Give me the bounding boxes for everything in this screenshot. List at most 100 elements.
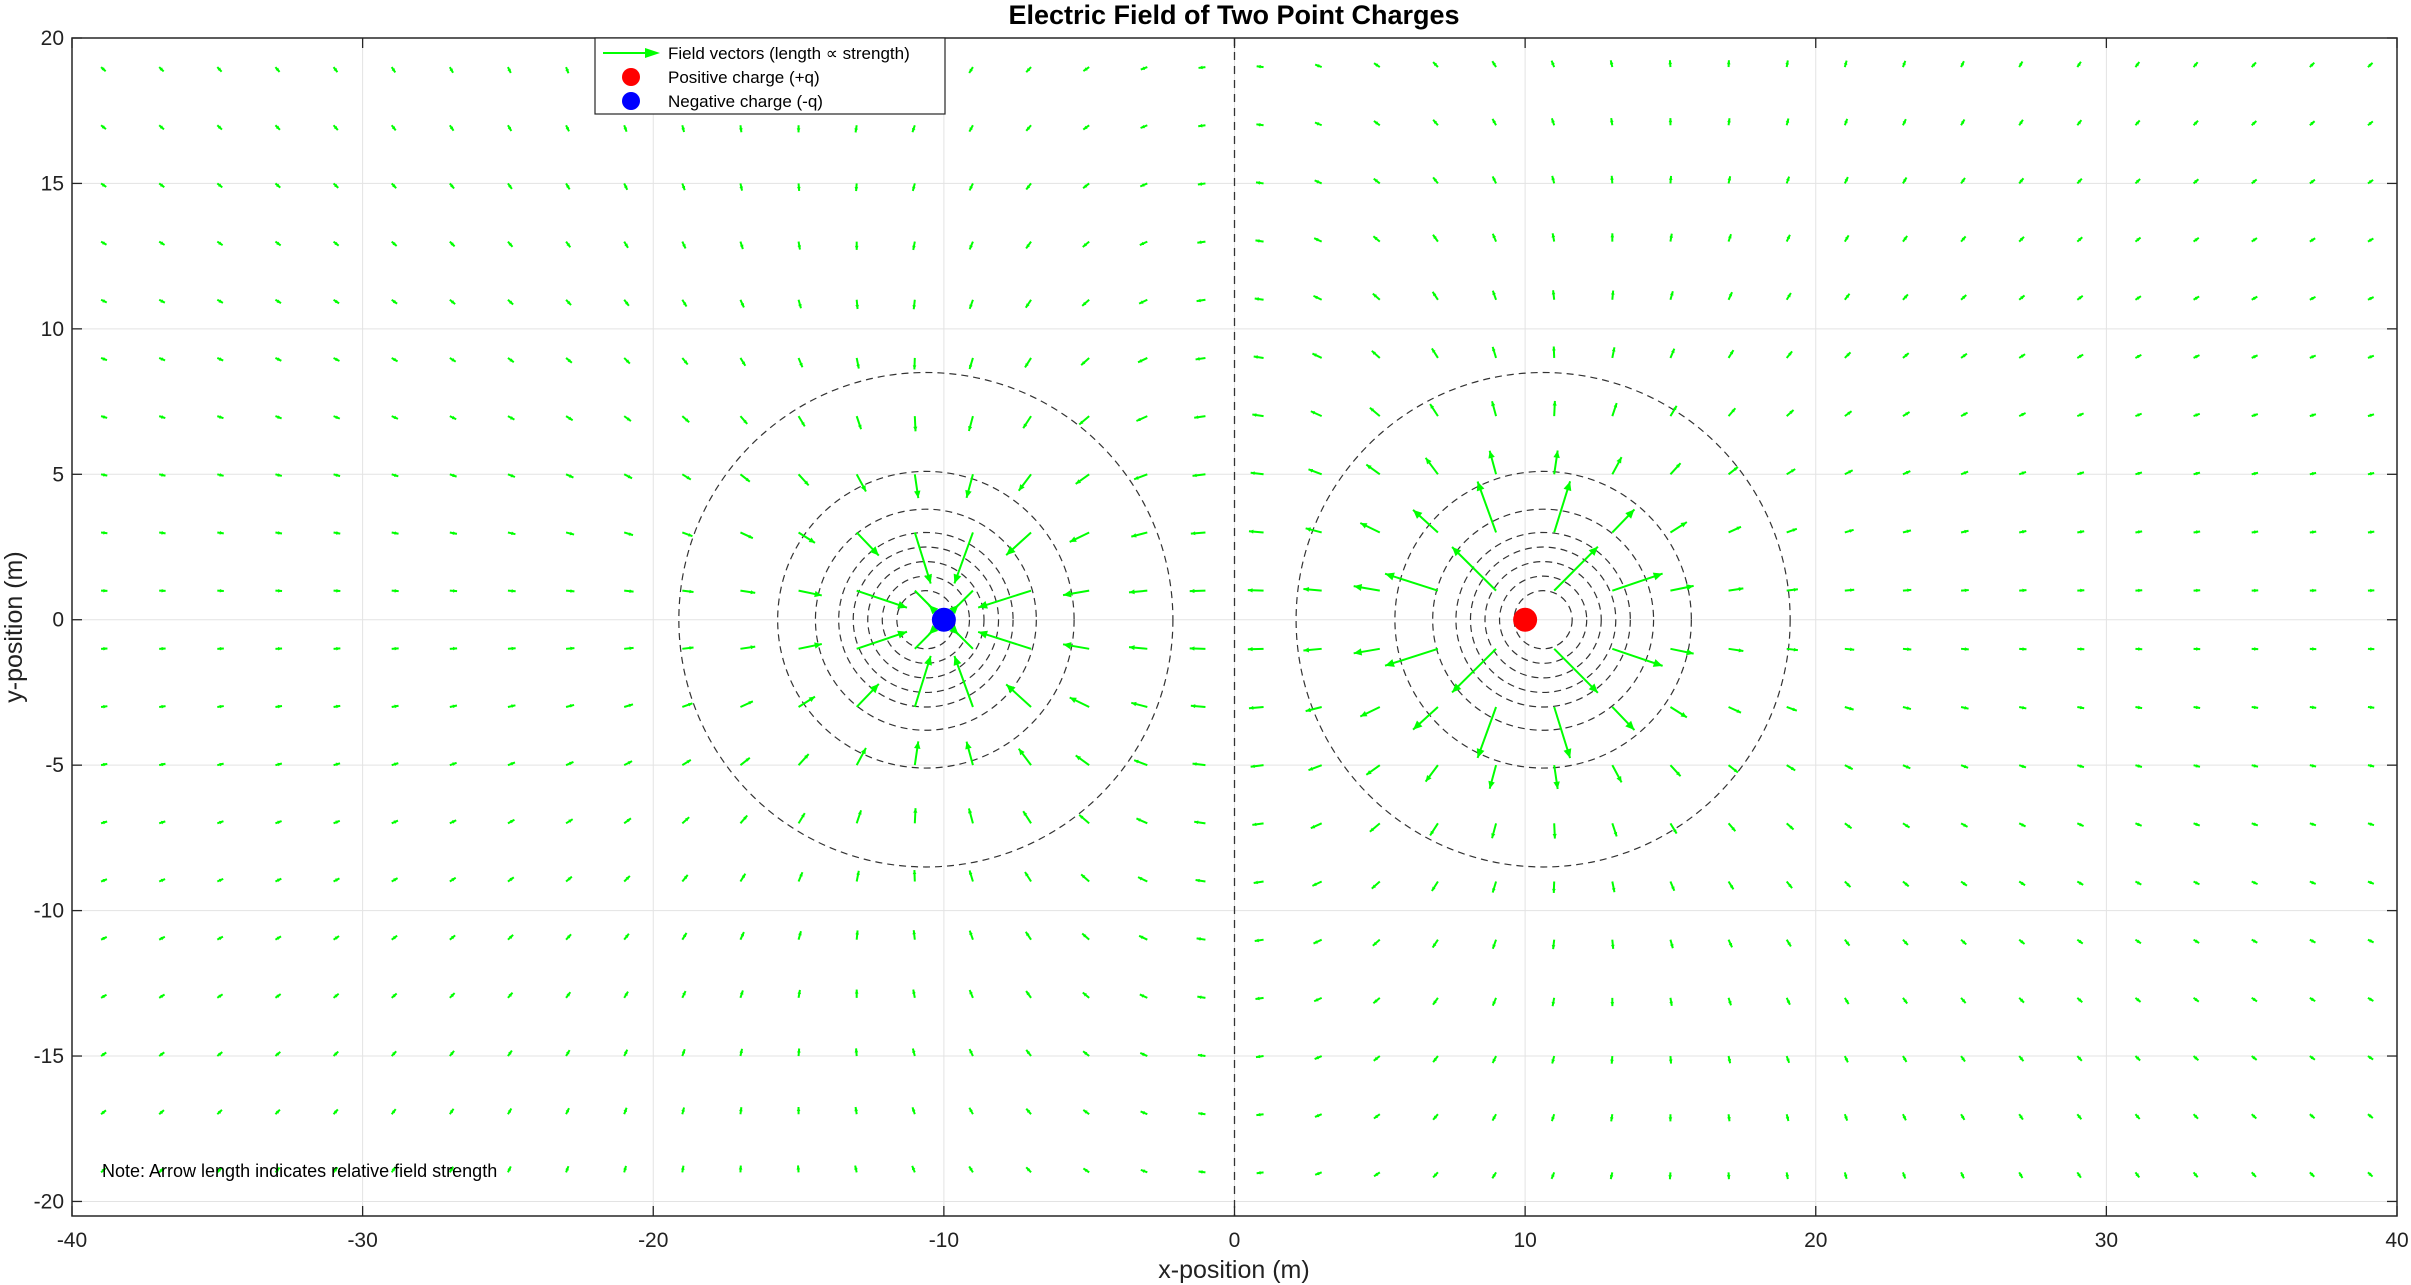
field-vector-head [1083, 1168, 1088, 1173]
field-vector-head [1492, 176, 1497, 181]
field-vector [100, 936, 108, 941]
field-vector-head [1733, 768, 1738, 773]
field-vector-head [2020, 295, 2025, 300]
field-vector [1786, 527, 1798, 534]
legend-label-positive: Positive charge (+q) [668, 68, 820, 87]
field-vector-head [1963, 764, 1969, 769]
field-vector-head [1625, 720, 1635, 731]
field-vector [681, 183, 686, 191]
field-vector [1195, 356, 1206, 361]
field-vector-head [854, 1048, 859, 1053]
field-vector [2309, 354, 2317, 359]
field-vector-head [743, 815, 748, 820]
field-vector [391, 992, 398, 999]
field-vector [1491, 997, 1497, 1007]
field-vector-head [1902, 1174, 1906, 1179]
field-vector-head [623, 1165, 627, 1171]
field-vector [913, 474, 921, 499]
field-vector [1313, 996, 1323, 1003]
field-vector-head [1196, 298, 1201, 303]
field-vector [912, 241, 916, 251]
field-vector [275, 877, 282, 883]
field-vector [855, 357, 860, 369]
field-vector-head [1385, 572, 1395, 581]
field-vector [2076, 997, 2083, 1003]
field-vector-head [1476, 481, 1485, 492]
field-vector [1552, 881, 1556, 893]
field-vector [1960, 880, 1968, 887]
field-vector-head [739, 244, 744, 250]
field-vector [2076, 119, 2083, 126]
field-vector-head [965, 489, 972, 498]
field-vector-head [1668, 175, 1673, 181]
field-vector [1192, 762, 1206, 767]
field-vector [2251, 178, 2258, 185]
field-vector-head [2370, 588, 2375, 593]
field-vector-head [857, 424, 862, 430]
field-vector [1139, 240, 1148, 246]
field-vector [565, 241, 572, 248]
field-vector-head [1198, 1111, 1203, 1116]
field-vector-head [450, 935, 456, 940]
field-vector [1844, 469, 1854, 476]
field-vector-head [682, 991, 686, 996]
field-vector-head [1964, 588, 1969, 593]
field-vector-head [1903, 999, 1908, 1004]
field-vector-head [569, 531, 575, 536]
field-vector [1197, 182, 1206, 186]
field-vector [739, 125, 743, 133]
y-tick-label: 10 [41, 318, 64, 341]
field-vector [798, 695, 816, 708]
field-vector-head [2022, 705, 2027, 710]
field-vector-head [392, 993, 397, 998]
field-vector-head [924, 573, 932, 584]
field-vector [1451, 648, 1497, 694]
x-tick-label: 10 [1513, 1229, 1536, 1252]
field-vector-head [968, 426, 973, 432]
field-vector-head [969, 1049, 973, 1054]
field-vector-head [689, 589, 694, 594]
field-vector-head [2251, 1172, 2256, 1177]
field-vector-head [2021, 764, 2026, 768]
field-vector-head [102, 415, 108, 419]
field-vector-head [1313, 940, 1318, 944]
field-vector-head [1314, 180, 1320, 184]
field-vector [623, 241, 629, 249]
field-vector [912, 930, 916, 940]
field-vector-head [1373, 1056, 1378, 1061]
field-vector-head [1432, 291, 1437, 297]
field-vector [1136, 817, 1148, 825]
field-vector-head [912, 989, 916, 994]
field-vector-head [2136, 354, 2142, 359]
field-vector-head [2311, 472, 2317, 476]
field-vector-head [1905, 823, 1910, 828]
field-vector [1256, 1170, 1264, 1175]
field-vector [1022, 810, 1032, 824]
field-vector-head [570, 589, 575, 593]
field-vector-head [1788, 351, 1793, 356]
field-vector [332, 66, 339, 73]
field-vector-head [2135, 1173, 2140, 1178]
field-vector-head [1902, 1115, 1906, 1121]
field-vector [2309, 237, 2316, 243]
field-vector [217, 704, 224, 709]
field-vector-head [1551, 1001, 1556, 1007]
field-vector [2018, 530, 2027, 534]
field-vector [391, 357, 399, 363]
field-vector-head [2310, 121, 2315, 126]
field-vector-head [624, 301, 629, 306]
field-vector-head [914, 741, 921, 749]
field-vector [391, 819, 399, 825]
field-vector [449, 589, 458, 593]
field-vector [623, 1165, 627, 1173]
field-vector [1960, 411, 1969, 418]
field-vector [1491, 175, 1497, 184]
field-vector-head [2195, 355, 2200, 359]
field-vector-head [452, 646, 458, 651]
field-vector [2018, 997, 2025, 1004]
field-vector [977, 589, 1032, 609]
field-vector-head [334, 299, 340, 304]
field-vector [275, 531, 283, 535]
field-vector-head [1961, 1057, 1966, 1062]
field-vector [681, 990, 687, 999]
